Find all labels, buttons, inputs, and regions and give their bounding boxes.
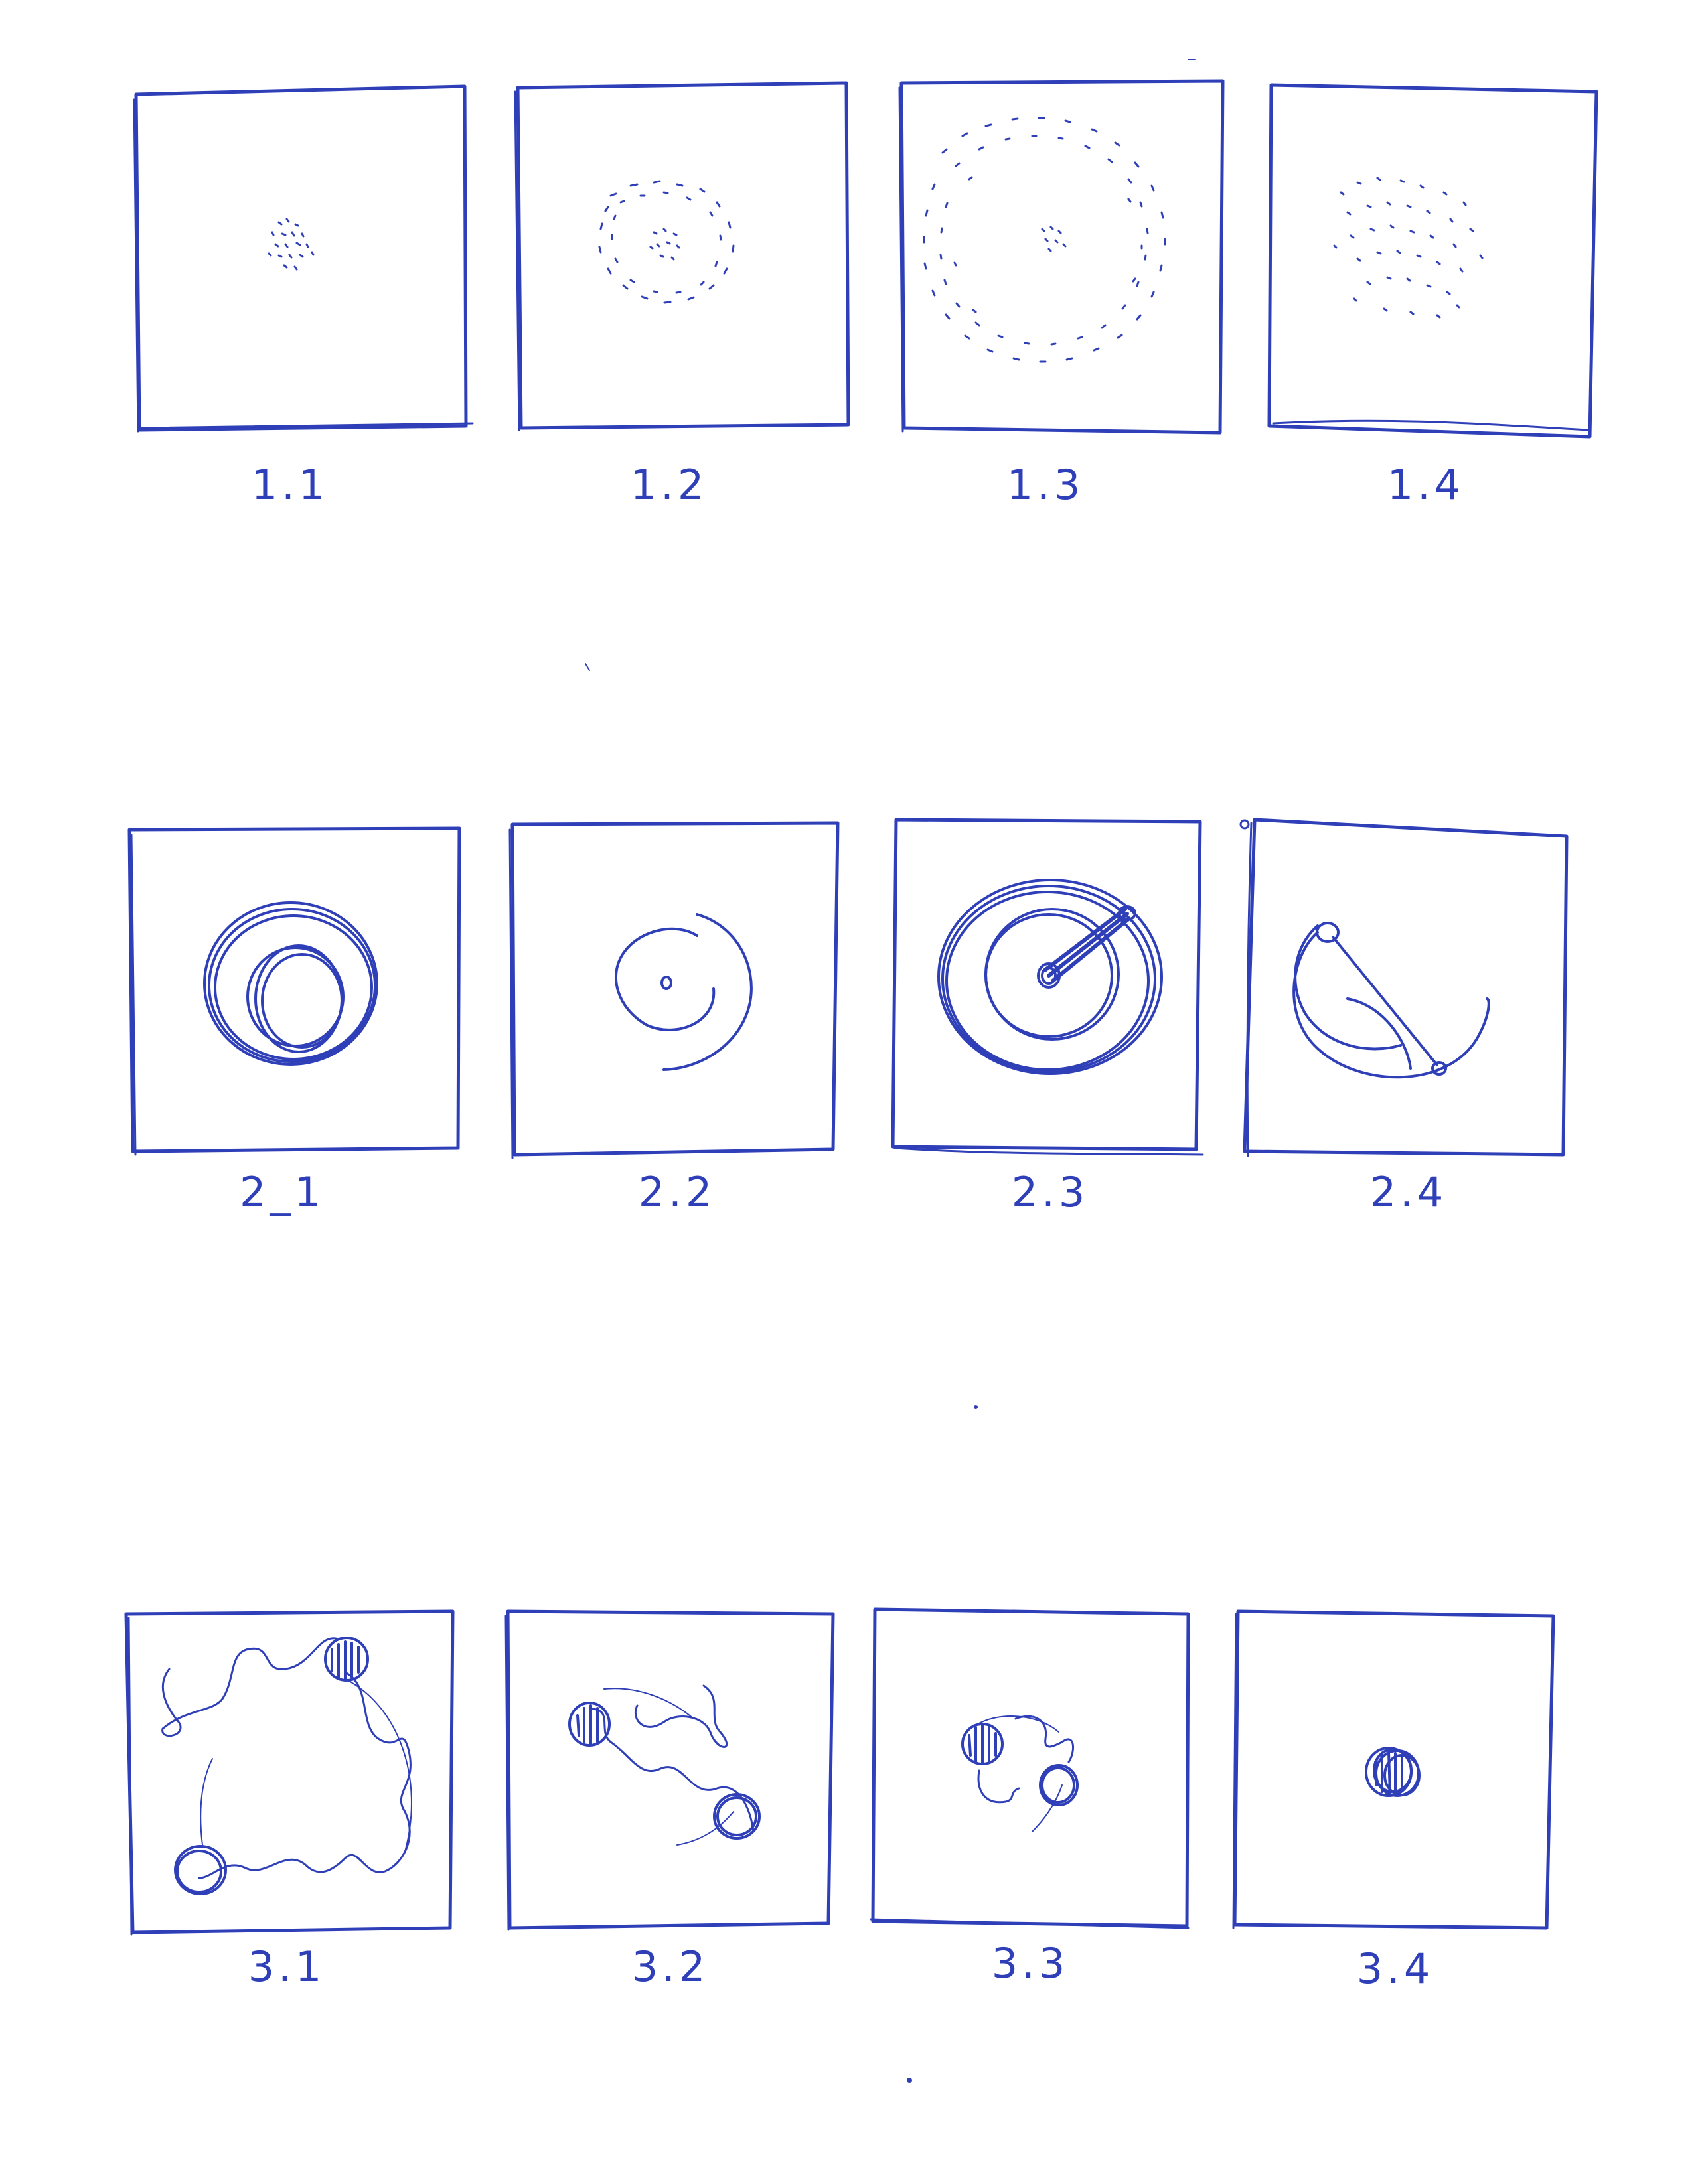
stray-marks [585, 59, 1196, 2083]
panel-label: 2.3 [1012, 1168, 1089, 1216]
panel-label: 1.4 [1387, 461, 1465, 509]
panel-label: 2.2 [639, 1168, 716, 1216]
panel-label: 3.3 [992, 1939, 1069, 1988]
dot-ring [598, 180, 735, 304]
body-open [174, 1845, 227, 1895]
panel-3-2: 3.2 [504, 1609, 835, 1991]
small-center-cluster [1041, 226, 1067, 252]
panel-2-2: 2.2 [508, 821, 840, 1216]
panel-label: 1.2 [631, 461, 708, 509]
two-bodies-nearly-touching [975, 1715, 1075, 1832]
panel-label: 2_1 [240, 1168, 325, 1216]
panel-1-3: 1.3 [898, 79, 1225, 509]
body-filled [568, 1702, 611, 1747]
panel-label: 3.2 [632, 1942, 710, 1991]
panel-1-2: 1.2 [514, 81, 850, 509]
panel-3-4: 3.4 [1232, 1609, 1555, 1993]
merged-bodies [1365, 1747, 1421, 1797]
concentric-circles [203, 901, 378, 1066]
panel-2-4: 2.4 [1239, 818, 1569, 1216]
body-filled [961, 1723, 1004, 1765]
panel-label: 1.1 [252, 461, 329, 509]
dot-cluster [268, 218, 315, 271]
large-dot-ring [923, 117, 1166, 363]
panel-2-1: 2_1 [127, 826, 461, 1216]
panel-label: 3.1 [248, 1942, 326, 1991]
panel-label: 3.4 [1357, 1944, 1434, 1993]
two-bodies-with-wavy-path [161, 1637, 412, 1879]
panel-2-3: 2.3 [891, 818, 1204, 1216]
dot-with-spiral-arcs [614, 913, 753, 1071]
two-bodies-closer [589, 1684, 755, 1846]
center-cluster [649, 228, 680, 261]
arcs-with-connecting-line [1292, 922, 1490, 1079]
body-open [1039, 1764, 1079, 1806]
panel-label: 1.3 [1007, 461, 1085, 509]
panel-3-3: 3.3 [870, 1607, 1190, 1988]
body-open [713, 1793, 761, 1840]
panel-1-1: 1.1 [133, 84, 474, 509]
panel-1-4: 1.4 [1267, 83, 1598, 509]
body-filled [324, 1637, 369, 1682]
panel-3-1: 3.1 [124, 1609, 455, 1991]
panel-label: 2.4 [1370, 1168, 1448, 1216]
circles-with-radial-rod [937, 879, 1163, 1075]
scattered-dot-cloud [1333, 177, 1484, 319]
